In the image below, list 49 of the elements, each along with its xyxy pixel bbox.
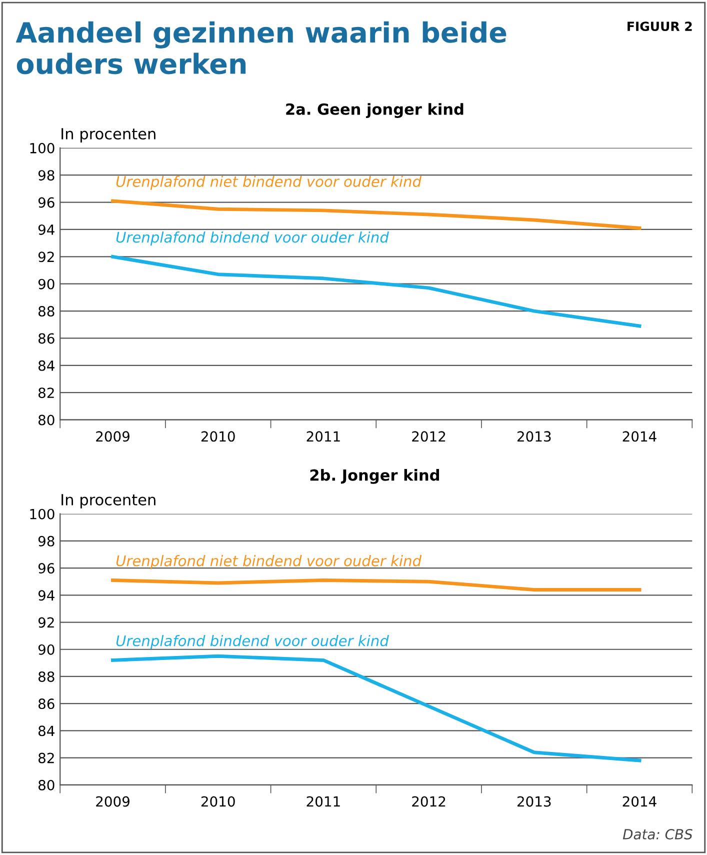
y-tick-label: 86: [38, 333, 54, 344]
line-series: [111, 254, 642, 328]
y-tick-label: 98: [38, 536, 54, 546]
y-tick-label: 80: [38, 414, 54, 426]
y-tick-label: 94: [38, 224, 54, 235]
y-axis-title: In procenten: [62, 128, 156, 142]
y-tick-label: 100: [30, 508, 54, 520]
y-axis-title: In procenten: [62, 494, 156, 508]
chart-subtitle: 2a. Geen jonger kind: [286, 103, 464, 118]
y-tick-label: 92: [38, 617, 54, 628]
x-tick-label: 2012: [412, 796, 446, 807]
x-tick-label: 2013: [517, 431, 551, 442]
series-label: Urenplafond niet bindend voor ouder kind: [116, 176, 422, 190]
line-series: [111, 654, 642, 762]
series-label: Urenplafond bindend voor ouder kind: [116, 634, 389, 650]
x-tick-label: 2010: [201, 431, 235, 442]
line-series: [111, 199, 642, 230]
y-tick-label: 86: [38, 698, 54, 710]
text: Data: CBS: [622, 828, 692, 840]
y-tick-label: 88: [38, 306, 54, 317]
y-tick-label: 82: [38, 388, 54, 398]
y-tick-label: 98: [38, 170, 54, 181]
chart-title: Aandeel gezinnen waarin beide ouders werken: [16, 21, 506, 74]
y-tick-label: 80: [38, 780, 54, 790]
x-tick-label: 2009: [96, 431, 130, 442]
x-tick-label: 2011: [306, 796, 340, 807]
chart-title: 2b. Jonger kind: [310, 469, 439, 484]
x-tick-label: 2013: [517, 796, 551, 807]
y-tick-label: 100: [30, 142, 54, 154]
y-tick-label: 88: [38, 671, 54, 682]
x-tick-label: 2010: [201, 796, 235, 807]
x-tick-label: 2011: [306, 431, 340, 442]
y-tick-label: 84: [38, 726, 54, 736]
y-tick-label: 84: [38, 360, 54, 371]
x-tick-label: 2014: [622, 431, 656, 442]
series-label: Urenplafond bindend voor ouder kind: [116, 231, 389, 246]
x-tick-label: 2009: [96, 796, 130, 807]
x-tick-label: 2012: [412, 431, 446, 442]
line-series: [111, 578, 642, 592]
y-tick-label: 90: [38, 644, 54, 655]
x-tick-label: 2014: [622, 796, 656, 807]
y-tick-label: 92: [38, 252, 54, 262]
y-tick-label: 96: [38, 563, 54, 574]
series-label: Urenplafond niet bindend voor ouder kind: [116, 555, 422, 570]
y-tick-label: 94: [38, 590, 54, 601]
y-tick-label: 82: [38, 752, 54, 764]
text: FIGUUR 2: [628, 22, 692, 32]
y-tick-label: 90: [38, 278, 54, 290]
y-tick-label: 96: [38, 197, 54, 208]
